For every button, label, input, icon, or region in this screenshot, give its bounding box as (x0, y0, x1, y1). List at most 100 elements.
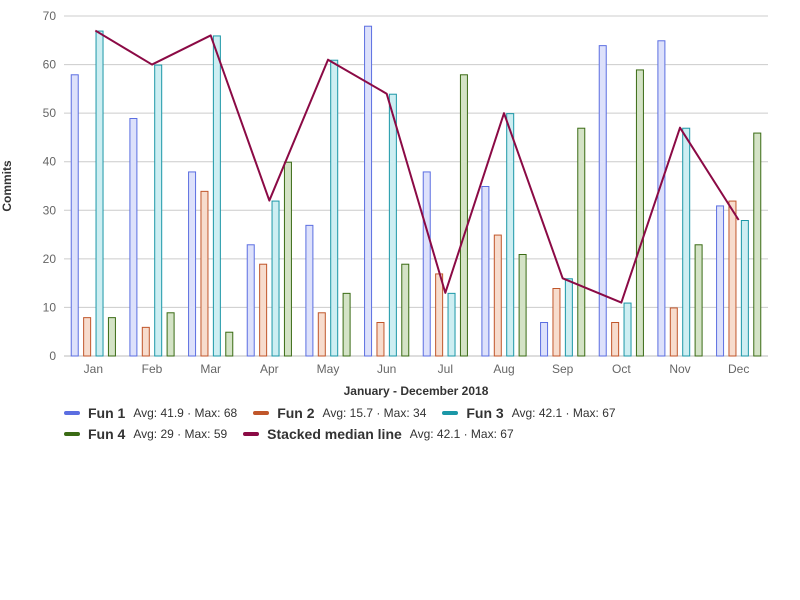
bar[interactable] (364, 25, 373, 357)
legend-item-fun-2[interactable]: Fun 2 Avg: 15.7 · Max: 34 (253, 405, 426, 421)
bar[interactable] (141, 326, 150, 357)
bar[interactable] (728, 200, 737, 357)
bar[interactable] (166, 312, 175, 357)
x-tick-label: Nov (669, 362, 690, 376)
bar[interactable] (577, 127, 586, 357)
x-tick-label: Jun (377, 362, 396, 376)
bar[interactable] (669, 307, 678, 357)
bar[interactable] (657, 40, 666, 357)
bar[interactable] (401, 263, 410, 357)
legend-label-fun-3: Fun 3 (466, 404, 504, 421)
legend-row: Fun 4 Avg: 29 · Max: 59 Stacked median l… (64, 423, 784, 444)
bar[interactable] (330, 59, 339, 357)
bar[interactable] (388, 93, 397, 357)
bar[interactable] (564, 278, 573, 357)
legend-label-fun-1: Fun 1 (88, 404, 126, 421)
bar[interactable] (129, 118, 138, 357)
bar[interactable] (598, 45, 607, 357)
bar[interactable] (459, 74, 468, 357)
bar[interactable] (518, 254, 527, 357)
x-tick-label: Dec (728, 362, 749, 376)
x-axis-title: January - December 2018 (344, 384, 489, 398)
bar[interactable] (753, 132, 762, 357)
bar[interactable] (740, 220, 749, 357)
bar[interactable] (506, 113, 515, 357)
bar[interactable] (283, 161, 292, 357)
legend-label-stacked-median-line: Stacked median line (267, 425, 402, 442)
legend-swatch-fun-1 (64, 410, 80, 415)
bar[interactable] (611, 322, 620, 357)
x-tick-label: May (317, 362, 340, 376)
bars (70, 25, 762, 357)
bar[interactable] (83, 317, 92, 357)
x-tick-label: Oct (612, 362, 631, 376)
x-tick-label: Feb (142, 362, 163, 376)
bar[interactable] (317, 312, 326, 357)
y-tick-label: 70 (43, 9, 57, 23)
legend: Fun 1 Avg: 41.9 · Max: 68 Fun 2 Avg: 15.… (64, 402, 784, 444)
legend-stats-fun-4: Avg: 29 · Max: 59 (133, 426, 228, 441)
bar[interactable] (493, 234, 502, 357)
x-tick-label: Aug (493, 362, 514, 376)
y-tick-label: 20 (43, 252, 57, 266)
y-tick-label: 10 (43, 300, 57, 314)
bar[interactable] (305, 224, 314, 357)
legend-stats-fun-2: Avg: 15.7 · Max: 34 (322, 405, 427, 420)
legend-row: Fun 1 Avg: 41.9 · Max: 68 Fun 2 Avg: 15.… (64, 402, 784, 423)
bar[interactable] (422, 171, 431, 357)
grid-lines (64, 15, 768, 357)
bar[interactable] (212, 35, 221, 357)
bar[interactable] (246, 244, 255, 357)
bar[interactable] (481, 186, 490, 357)
legend-swatch-fun-3 (442, 410, 459, 415)
y-tick-label: 0 (49, 349, 56, 363)
y-tick-label: 40 (43, 155, 57, 169)
bar[interactable] (552, 288, 561, 357)
bar[interactable] (682, 127, 691, 357)
bar[interactable] (95, 30, 104, 357)
bar[interactable] (635, 69, 644, 357)
bar[interactable] (70, 74, 79, 357)
bar[interactable] (107, 317, 116, 357)
bar[interactable] (225, 331, 234, 357)
bar[interactable] (435, 273, 444, 357)
bar[interactable] (188, 171, 197, 357)
bar[interactable] (259, 263, 268, 357)
bar[interactable] (154, 64, 163, 357)
legend-item-fun-4[interactable]: Fun 4 Avg: 29 · Max: 59 (64, 426, 227, 442)
y-tick-label: 60 (43, 58, 57, 72)
bar[interactable] (716, 205, 725, 357)
y-tick-labels: 0 10 20 30 40 50 60 70 (43, 9, 57, 363)
bar[interactable] (540, 322, 549, 357)
y-axis-title: Commits (0, 160, 14, 212)
bar[interactable] (623, 302, 632, 357)
x-tick-labels: Jan Feb Mar Apr May Jun Jul Aug Sep Oct Nov Dec (84, 362, 750, 376)
legend-item-fun-3[interactable]: Fun 3 Avg: 42.1 · Max: 67 (442, 404, 616, 421)
x-tick-label: Apr (260, 362, 279, 376)
legend-swatch-stacked-median-line (243, 431, 260, 436)
bar[interactable] (694, 244, 703, 357)
y-tick-label: 50 (43, 106, 57, 120)
legend-swatch-fun-4 (64, 431, 80, 436)
legend-item-stacked-median-line[interactable]: Stacked median line Avg: 42.1 · Max: 67 (243, 425, 514, 442)
bar[interactable] (447, 292, 456, 357)
bar[interactable] (271, 200, 280, 357)
median-line-layer (94, 29, 740, 304)
y-tick-label: 30 (43, 203, 57, 217)
legend-stats-stacked-median-line: Avg: 42.1 · Max: 67 (409, 426, 514, 441)
x-tick-label: Sep (552, 362, 574, 376)
bar[interactable] (376, 322, 385, 357)
legend-stats-fun-1: Avg: 41.9 · Max: 68 (133, 405, 238, 420)
legend-label-fun-2: Fun 2 (277, 404, 315, 421)
x-tick-label: Jul (438, 362, 453, 376)
legend-item-fun-1[interactable]: Fun 1 Avg: 41.9 · Max: 68 (64, 405, 237, 421)
x-tick-label: Jan (84, 362, 103, 376)
legend-swatch-fun-2 (253, 410, 270, 415)
x-tick-label: Mar (200, 362, 221, 376)
bar[interactable] (342, 292, 351, 357)
legend-stats-fun-3: Avg: 42.1 · Max: 67 (511, 405, 616, 420)
bar[interactable] (200, 190, 209, 357)
legend-label-fun-4: Fun 4 (88, 425, 126, 442)
median-line[interactable] (94, 29, 740, 304)
